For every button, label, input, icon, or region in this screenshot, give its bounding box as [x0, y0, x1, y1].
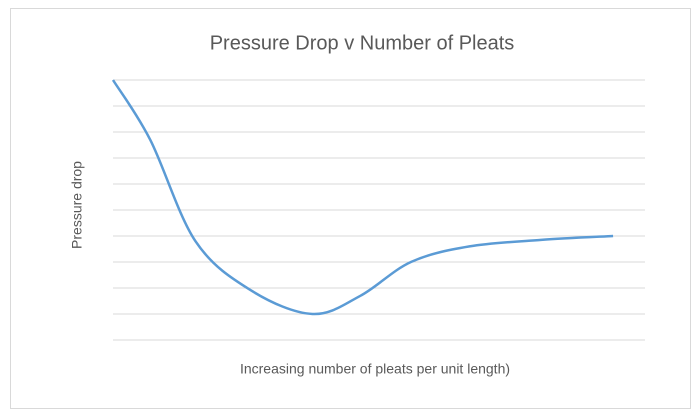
chart-border: [10, 8, 691, 409]
line-series: [111, 79, 614, 316]
chart-title: Pressure Drop v Number of Pleats: [210, 32, 515, 54]
x-axis-label: Increasing number of pleats per unit len…: [240, 361, 510, 377]
y-axis-label: Pressure drop: [69, 161, 85, 249]
